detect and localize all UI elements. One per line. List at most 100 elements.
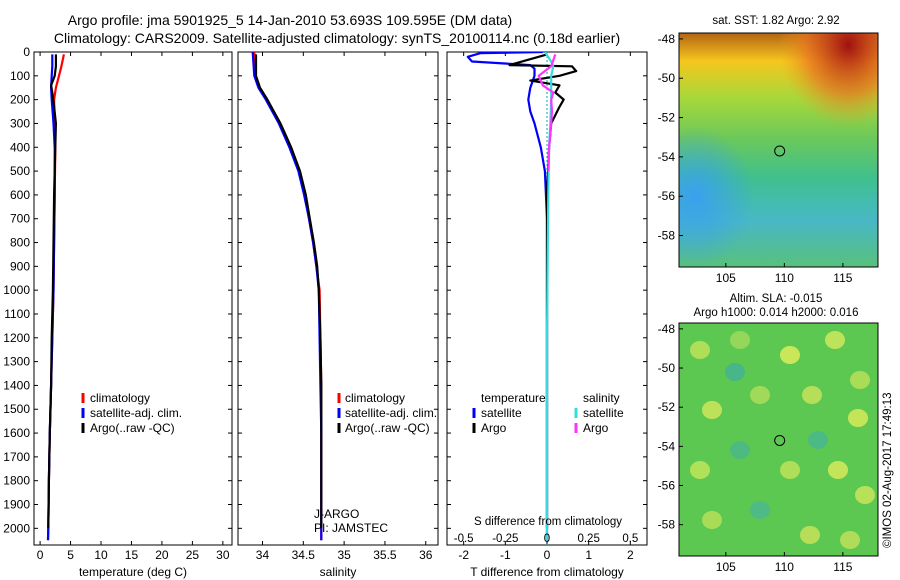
y-tick-label: 500 (10, 164, 30, 178)
map-x-tick-label: 115 (833, 271, 852, 285)
temperature-axes-box (33, 51, 233, 546)
sla-map-frame (678, 322, 879, 557)
salinity-x-ticks: 34 34.5 35 35.5 36 (256, 52, 433, 562)
map-y-tick-label: -48 (658, 322, 676, 336)
temperature-lines (46, 54, 65, 541)
x-tick-label: -2 (458, 548, 469, 562)
salinity-axes-box (237, 51, 439, 546)
y-tick-label: 1700 (3, 450, 30, 464)
y-tick-label: 900 (10, 259, 30, 273)
sla-anomaly-patches (690, 331, 875, 549)
salinity-y-ticks (238, 51, 438, 529)
sst-map-ticks: 105 110 115 -48 -50 -52 -54 -56 -58 (658, 32, 853, 285)
series-line-argo-raw-qc- (254, 54, 323, 529)
map-y-tick-label: -56 (658, 479, 676, 493)
map-y-tick-label: -58 (658, 518, 676, 532)
x-tick-label: 20 (155, 548, 169, 562)
map-x-tick-label: 105 (716, 560, 736, 574)
legend-label-argo: Argo(..raw -QC) (90, 421, 175, 435)
y-tick-label: 400 (10, 140, 30, 154)
legend-label-sal-argo: Argo (583, 421, 609, 435)
x-tick-label: 34.5 (292, 548, 316, 562)
y-tick-label: 600 (10, 188, 30, 202)
sla-map-panel: Altim. SLA: -0.015 Argo h1000: 0.014 h20… (658, 293, 879, 574)
sla-patch (850, 371, 870, 389)
salinity-lines (251, 52, 323, 541)
x-tick-label: 35 (337, 548, 351, 562)
sla-patch (730, 331, 750, 349)
temperature-panel: 0100200300400500600700800900100011001200… (3, 45, 233, 579)
temperature-legend: climatology satellite-adj. clim. Argo(..… (81, 391, 182, 435)
sla-patch (750, 386, 770, 404)
sst-map-title: sat. SST: 1.82 Argo: 2.92 (712, 15, 839, 27)
s-diff-tick-label: -0.25 (492, 533, 518, 545)
sla-map-ticks: 105 110 115 -48 -50 -52 -54 -56 -58 (658, 322, 853, 574)
y-tick-label: 1200 (3, 331, 30, 345)
sla-patch (808, 431, 828, 449)
s-diff-tick-label: 0 (544, 533, 550, 545)
salinity-diff-tick-labels: -0.5 -0.25 0 0.25 0.5 (454, 533, 639, 545)
sla-map-title-1: Altim. SLA: -0.015 (730, 293, 823, 305)
legend-label-temp-satellite: satellite (481, 406, 522, 420)
s-diff-tick-label: 0.25 (577, 533, 599, 545)
sla-patch (828, 461, 848, 479)
s-diff-tick-label: 0.5 (622, 533, 638, 545)
map-y-tick-label: -50 (658, 361, 676, 375)
x-tick-label: -1 (500, 548, 511, 562)
y-tick-label: 800 (10, 236, 30, 250)
salinity-legend: climatology satellite-adj. clim. Argo(..… (337, 391, 437, 435)
credit-text: ©IMOS 02-Aug-2017 17:49:13 (882, 392, 894, 548)
legend-label-climatology: climatology (90, 391, 150, 405)
y-tick-label: 300 (10, 116, 30, 130)
sla-map-title-2: Argo h1000: 0.014 h2000: 0.016 (694, 307, 859, 319)
sla-patch (730, 441, 750, 459)
legend-label-satellite: satellite-adj. clim. (90, 406, 182, 420)
s-diff-tick-label: -0.5 (454, 533, 474, 545)
sla-patch (848, 409, 868, 427)
sst-map-panel: sat. SST: 1.82 Argo: 2.92 105 110 115 -48 -5… (658, 15, 879, 285)
x-tick-label: 35.5 (373, 548, 397, 562)
y-tick-label: 1400 (3, 378, 30, 392)
difference-panel: -2 -1 0 1 2 S difference from climatology -0… (446, 51, 648, 579)
map-x-tick-label: 105 (716, 271, 736, 285)
sla-patch (725, 363, 745, 381)
x-tick-label: 25 (186, 548, 200, 562)
map-y-tick-label: -58 (658, 229, 676, 243)
sla-patch (690, 341, 710, 359)
program-annotation: J-ARGO (314, 507, 359, 521)
series-line-argo-raw-qc- (47, 54, 58, 529)
y-tick-label: 1900 (3, 498, 30, 512)
legend-label-sal-satellite: satellite (583, 406, 624, 420)
difference-xlabel: T difference from climatology (470, 565, 624, 579)
temperature-xlabel: temperature (deg C) (79, 565, 187, 579)
sla-patch (690, 461, 710, 479)
sla-patch (802, 386, 822, 404)
sst-map-frame (678, 32, 879, 268)
map-x-tick-label: 115 (833, 560, 852, 574)
x-tick-label: 1 (585, 548, 592, 562)
legend-label-argo: Argo(..raw -QC) (345, 421, 430, 435)
salinity-panel: 34 34.5 35 35.5 36 salinity climatology sate… (237, 51, 439, 579)
x-tick-label: 10 (94, 548, 108, 562)
map-y-tick-label: -54 (658, 439, 676, 453)
y-tick-label: 1600 (3, 426, 30, 440)
map-y-tick-label: -56 (658, 189, 676, 203)
y-tick-label: 700 (10, 212, 30, 226)
temperature-y-ticks: 0 100 200 300 400 500 600 700 800 900 1000 1100 1200… (3, 45, 232, 535)
x-tick-label: 30 (216, 548, 230, 562)
difference-legend: temperature salinity satellite Argo sate… (472, 391, 624, 435)
pi-annotation: PI: JAMSTEC (314, 521, 388, 535)
difference-lines (466, 52, 578, 541)
title-line-1: Argo profile: jma 5901925_5 14-Jan-2010 … (68, 12, 512, 28)
legend-label-temp-argo: Argo (481, 421, 507, 435)
y-tick-label: 1800 (3, 474, 30, 488)
sla-patch (780, 461, 800, 479)
x-tick-label: 5 (67, 548, 74, 562)
temperature-x-ticks: 0 5 10 15 20 25 30 (37, 52, 230, 562)
float-position-marker (774, 434, 786, 446)
legend-header-temperature: temperature (481, 391, 546, 405)
y-tick-label: 1000 (3, 283, 30, 297)
y-tick-label: 1300 (3, 355, 30, 369)
map-x-tick-label: 110 (775, 560, 794, 574)
